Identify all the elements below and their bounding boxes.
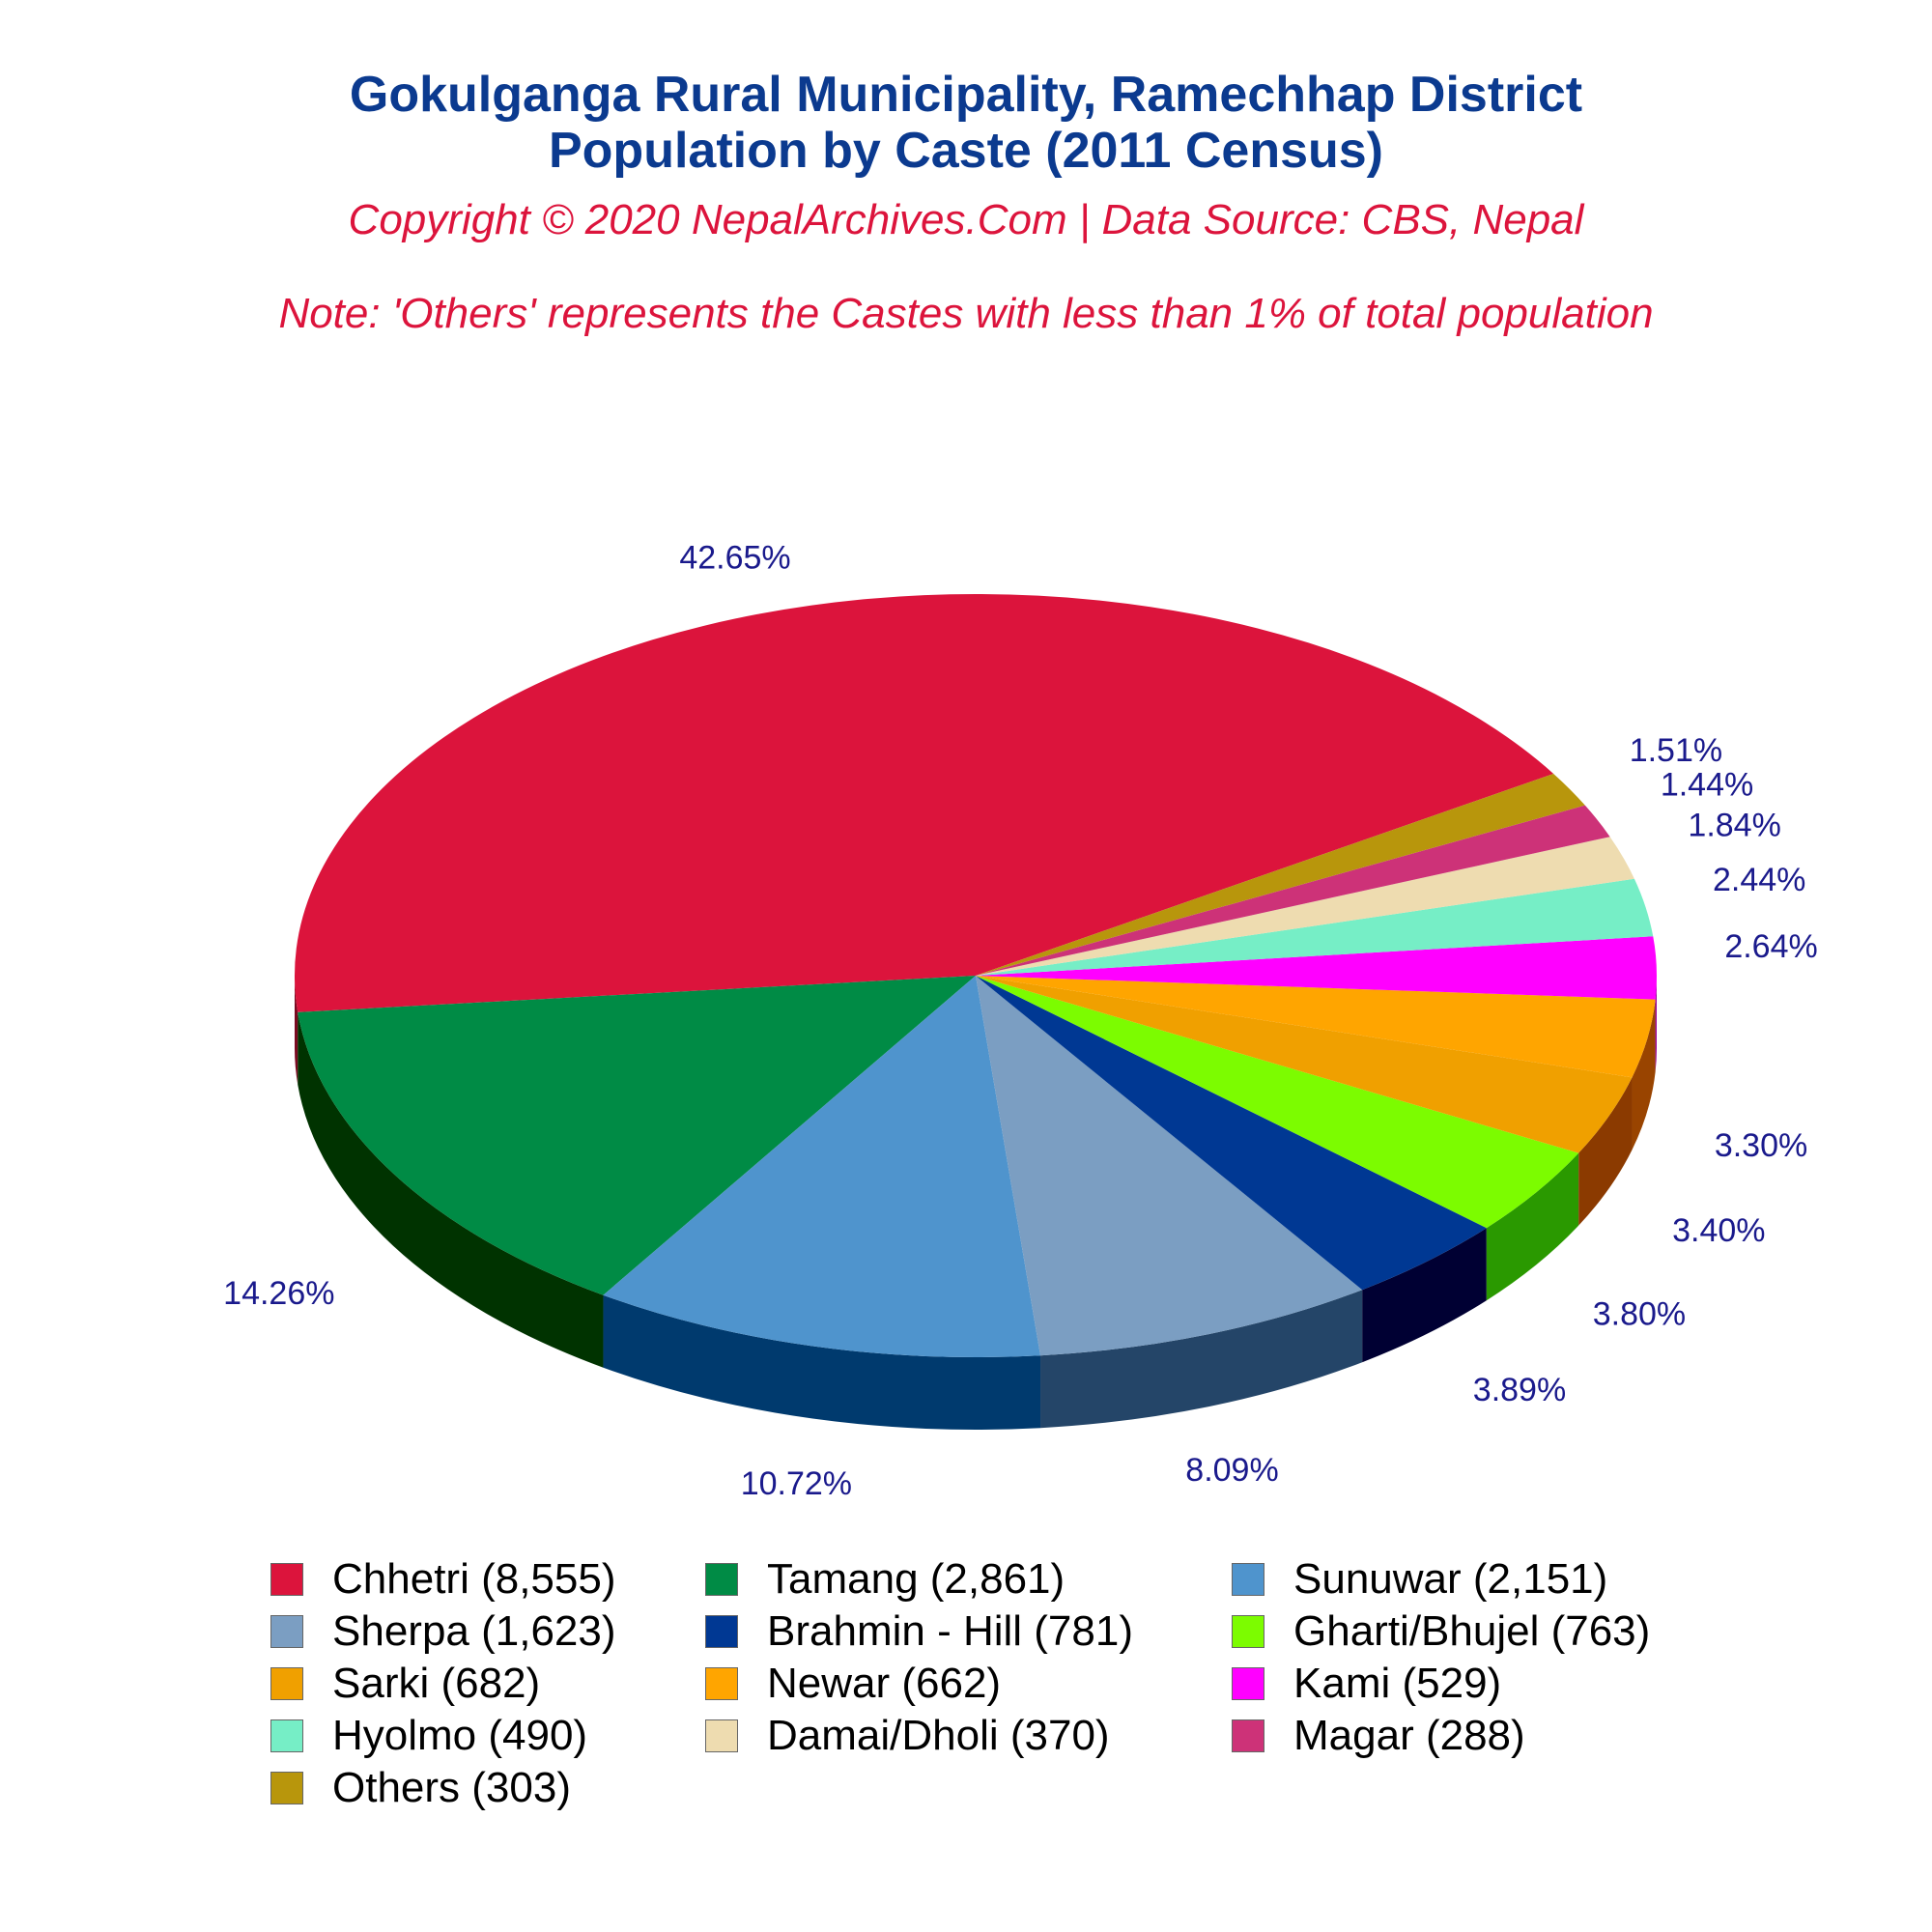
pie-slice-10 [976,837,1634,976]
pie-slice-2 [603,976,1041,1357]
pie-side-4 [1362,1228,1487,1363]
legend-swatch [270,1772,303,1804]
pie-slice-5 [976,976,1579,1229]
pie-percent-label-10: 1.84% [1688,808,1780,844]
legend-swatch [1232,1563,1264,1596]
pie-percent-label-7: 3.30% [1715,1127,1807,1164]
legend-label: Chhetri (8,555) [332,1555,616,1603]
legend-item: Hyolmo (490) [270,1712,587,1760]
pie-side-0 [295,976,298,1085]
copyright-text: Copyright © 2020 NepalArchives.Com | Dat… [348,196,1584,243]
legend-swatch [270,1615,303,1648]
chart-title: Gokulganga Rural Municipality, Ramechhap… [349,67,1583,123]
legend-item: Damai/Dholi (370) [705,1712,1110,1760]
pie-slice-7 [976,976,1656,1078]
legend-label: Gharti/Bhujel (763) [1293,1607,1651,1655]
pie-percent-label-1: 14.26% [223,1275,334,1312]
note-text: Note: 'Others' represents the Castes wit… [278,290,1654,337]
pie-slice-9 [976,878,1654,976]
pie-sides [295,976,1657,1430]
pie-slice-11 [976,805,1610,976]
legend-item: Sarki (682) [270,1660,540,1708]
legend-item: Brahmin - Hill (781) [705,1607,1133,1656]
legend-label: Newar (662) [767,1660,1002,1707]
pie-slice-8 [976,936,1657,1000]
legend-label: Sherpa (1,623) [332,1607,616,1655]
pie-slice-3 [976,976,1363,1356]
pie-labels: 42.65% 14.26% 10.72% 8.09% 3.89% 3.80% 3.40% 3.… [223,540,1818,1502]
pie-slices [295,594,1657,1357]
pie-percent-label-0: 42.65% [679,540,790,577]
legend-swatch [270,1667,303,1700]
pie-side-3 [1040,1290,1363,1429]
legend-label: Damai/Dholi (370) [767,1712,1110,1759]
pie-percent-label-4: 3.89% [1473,1372,1566,1408]
pie-percent-label-12: 1.51% [1630,732,1722,769]
legend-item: Others (303) [270,1764,571,1812]
legend-swatch [705,1667,738,1700]
legend-label: Brahmin - Hill (781) [767,1607,1133,1655]
legend-swatch [1232,1667,1264,1700]
legend-swatch [705,1563,738,1596]
pie-slice-1 [298,976,976,1295]
pie-percent-label-9: 2.44% [1713,862,1805,898]
legend-item: Tamang (2,861) [705,1555,1065,1604]
legend-swatch [1232,1719,1264,1752]
legend-swatch [705,1615,738,1648]
legend-item: Newar (662) [705,1660,1001,1708]
legend-swatch [270,1563,303,1596]
legend-label: Kami (529) [1293,1660,1502,1707]
pie-slice-0 [295,594,1554,1012]
legend-item: Sherpa (1,623) [270,1607,616,1656]
pie-slice-6 [976,976,1633,1153]
legend-swatch [1232,1615,1264,1648]
pie-slice-4 [976,976,1487,1291]
legend-label: Sunuwar (2,151) [1293,1555,1608,1603]
legend-swatch [270,1719,303,1752]
legend-item: Gharti/Bhujel (763) [1232,1607,1650,1656]
pie-side-6 [1578,1077,1633,1226]
legend-label: Tamang (2,861) [767,1555,1065,1603]
legend-label: Hyolmo (490) [332,1712,588,1759]
legend-label: Magar (288) [1293,1712,1525,1759]
pie-side-7 [1632,999,1656,1151]
legend-swatch [705,1719,738,1752]
pie-slice-12 [976,773,1585,976]
legend-item: Kami (529) [1232,1660,1501,1708]
pie-percent-label-8: 2.64% [1724,928,1817,965]
pie-percent-label-11: 1.44% [1661,767,1753,804]
legend-item: Sunuwar (2,151) [1232,1555,1607,1604]
pie-percent-label-6: 3.40% [1672,1212,1765,1249]
legend-label: Others (303) [332,1764,571,1811]
pie-side-1 [298,1011,604,1368]
pie-percent-label-5: 3.80% [1593,1295,1686,1332]
chart-title-line2: Population by Caste (2011 Census) [548,123,1384,179]
pie-side-5 [1486,1152,1579,1301]
legend-item: Chhetri (8,555) [270,1555,615,1604]
legend-label: Sarki (682) [332,1660,541,1707]
pie-side-8 [1655,976,1657,1072]
pie-percent-label-3: 8.09% [1185,1452,1278,1489]
legend-item: Magar (288) [1232,1712,1525,1760]
pie-percent-label-2: 10.72% [741,1465,852,1502]
pie-side-2 [603,1294,1041,1430]
